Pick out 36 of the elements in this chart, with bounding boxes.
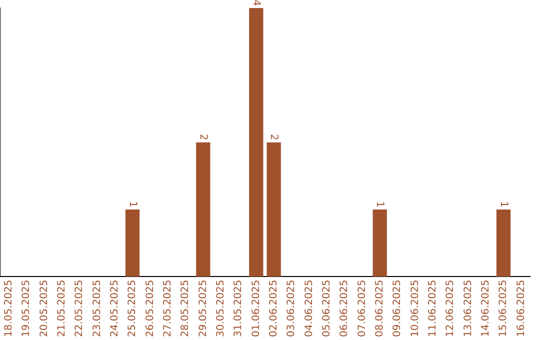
x-tick-label: 24.05.2025 xyxy=(109,280,120,338)
x-tick-label: 16.06.2025 xyxy=(516,280,527,338)
x-tick-label: 12.06.2025 xyxy=(445,280,456,338)
x-tick-label: 09.06.2025 xyxy=(392,280,404,338)
x-tick-label: 08.06.2025 xyxy=(374,280,386,338)
x-tick-label: 04.06.2025 xyxy=(304,280,315,338)
x-tick-label: 25.05.2025 xyxy=(127,280,138,338)
x-tick-label: 30.05.2025 xyxy=(215,280,226,338)
x-tick-label: 11.06.2025 xyxy=(427,280,438,338)
x-tick-label: 21.05.2025 xyxy=(56,280,68,338)
data-label: 1 xyxy=(126,201,138,208)
data-label: 4 xyxy=(250,0,262,6)
x-tick-label: 15.06.2025 xyxy=(498,280,510,338)
x-tick-label: 05.06.2025 xyxy=(321,280,332,338)
x-tick-label: 31.05.2025 xyxy=(233,280,244,338)
x-tick-label: 02.06.2025 xyxy=(268,280,280,338)
x-tick-label: 06.06.2025 xyxy=(339,280,350,338)
x-tick-label: 14.06.2025 xyxy=(480,280,492,338)
x-tick-label: 22.05.2025 xyxy=(74,280,86,338)
x-tick-label: 10.06.2025 xyxy=(410,280,421,338)
x-tick-label: 07.06.2025 xyxy=(356,280,368,338)
x-tick-label: 26.05.2025 xyxy=(144,280,156,338)
x-tick-label: 13.06.2025 xyxy=(462,280,474,338)
x-tick-label: 29.05.2025 xyxy=(198,280,209,338)
x-tick-label: 01.06.2025 xyxy=(250,280,262,338)
x-tick-label: 28.05.2025 xyxy=(180,280,192,338)
data-label: 2 xyxy=(198,134,209,140)
x-tick-label: 19.05.2025 xyxy=(21,280,32,338)
data-label: 1 xyxy=(374,201,386,208)
x-tick-label: 23.05.2025 xyxy=(92,280,103,338)
x-tick-label: 20.05.2025 xyxy=(38,280,50,338)
data-label: 1 xyxy=(498,201,509,208)
data-label: 2 xyxy=(268,134,280,140)
x-tick-label: 27.05.2025 xyxy=(162,280,174,338)
x-tick-label: 18.05.2025 xyxy=(3,280,14,338)
x-tick-label: 03.06.2025 xyxy=(286,280,298,338)
